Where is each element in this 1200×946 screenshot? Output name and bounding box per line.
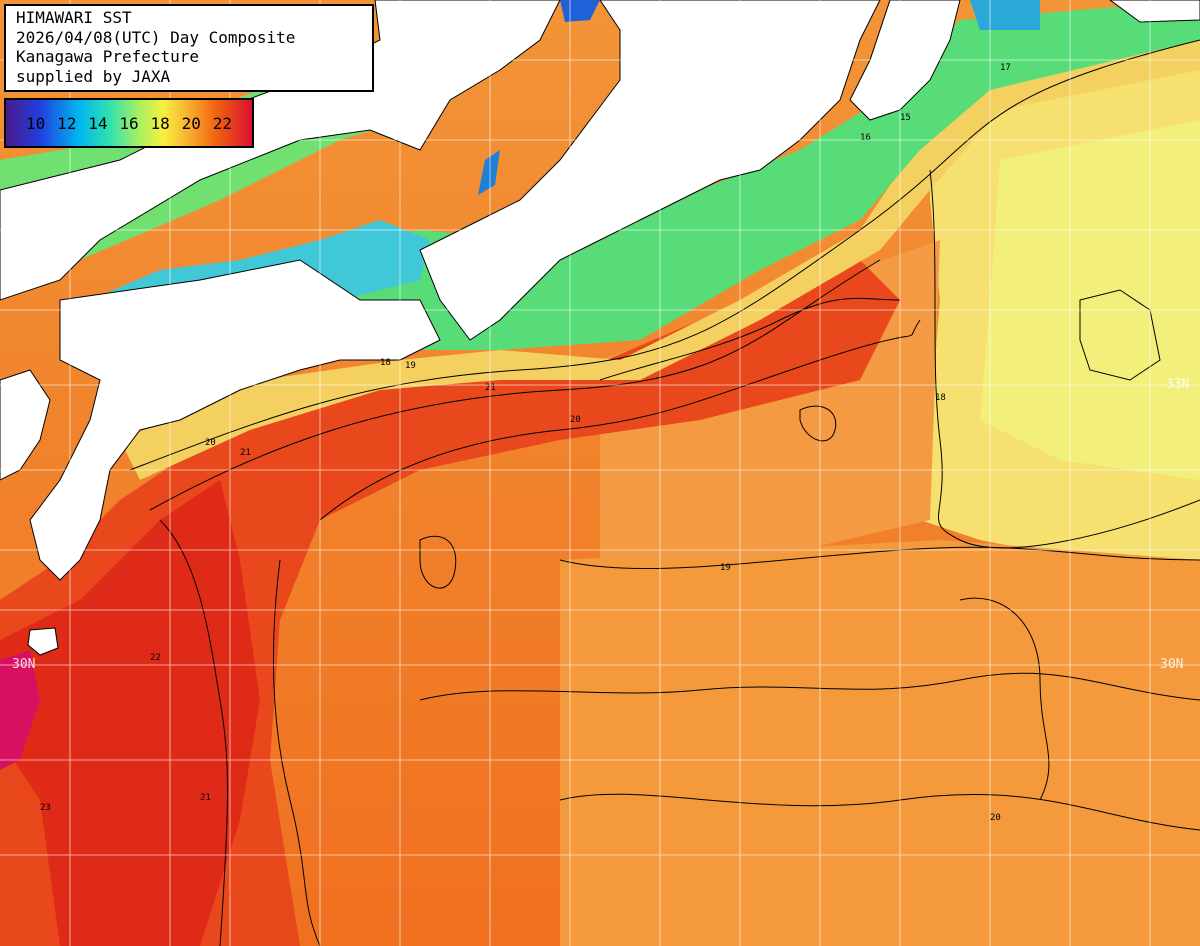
contour-label-20: 20 (570, 415, 581, 425)
lon-label-136e: 136E (481, 7, 496, 38)
legend-tick-18: 18 (150, 113, 170, 133)
contour-label-18b: 18 (935, 393, 946, 403)
legend-tick-22: 22 (212, 113, 233, 133)
legend-tick-14: 14 (88, 113, 108, 133)
sst-zone-orange-south (560, 540, 1200, 946)
contour-label-17: 17 (1000, 63, 1011, 73)
sst-zone-tokyo-bay (970, 0, 1040, 30)
legend-tick-12: 12 (57, 113, 77, 133)
lat-label-33n-right: 33N (1166, 377, 1189, 392)
contour-label-18: 18 (380, 358, 391, 368)
sst-zone-yellow-core (980, 120, 1200, 480)
sst-zone-kuroshio-core (0, 480, 260, 946)
title-credit: supplied by JAXA (16, 66, 171, 86)
contour-label-22: 22 (150, 653, 161, 663)
land-boso (1109, 0, 1200, 23)
contour-label-21b: 21 (240, 448, 251, 458)
contour-label-23: 23 (40, 803, 51, 813)
contour-label-15: 15 (900, 113, 911, 123)
sst-zone-deep-red (0, 650, 40, 770)
title-region: Kanagawa Prefecture (16, 47, 200, 66)
contour-label-16: 16 (860, 133, 871, 143)
lat-label-30n-left: 30N (12, 657, 35, 672)
color-legend: 10 12 14 16 18 20 22 (4, 98, 254, 148)
sst-zone-coastal-yellow (120, 30, 1200, 480)
contour-label-20c: 20 (990, 813, 1001, 823)
sst-zone-awaji-blue (478, 150, 500, 195)
contour-label-19b: 19 (720, 563, 731, 573)
legend-tick-10: 10 (25, 113, 46, 133)
legend-tick-16: 16 (119, 113, 139, 133)
contour-label-19: 19 (405, 361, 416, 371)
land-kyushu-south (0, 369, 51, 481)
contour-labels: 18 19 21 20 20 21 23 22 17 15 16 18 19 2… (40, 63, 1011, 823)
land-island (27, 627, 59, 656)
contour-label-21c: 21 (200, 793, 211, 803)
lat-label-30n-right: 30N (1160, 657, 1183, 672)
title-box: HIMAWARI SST 2026/04/08(UTC) Day Composi… (4, 4, 374, 92)
title-date: 2026/04/08(UTC) Day Composite (16, 27, 296, 47)
contour-label-21: 21 (485, 383, 496, 393)
contour-label-20b: 20 (205, 438, 216, 448)
legend-tick-20: 20 (181, 113, 201, 133)
title-product: HIMAWARI SST (16, 8, 132, 27)
